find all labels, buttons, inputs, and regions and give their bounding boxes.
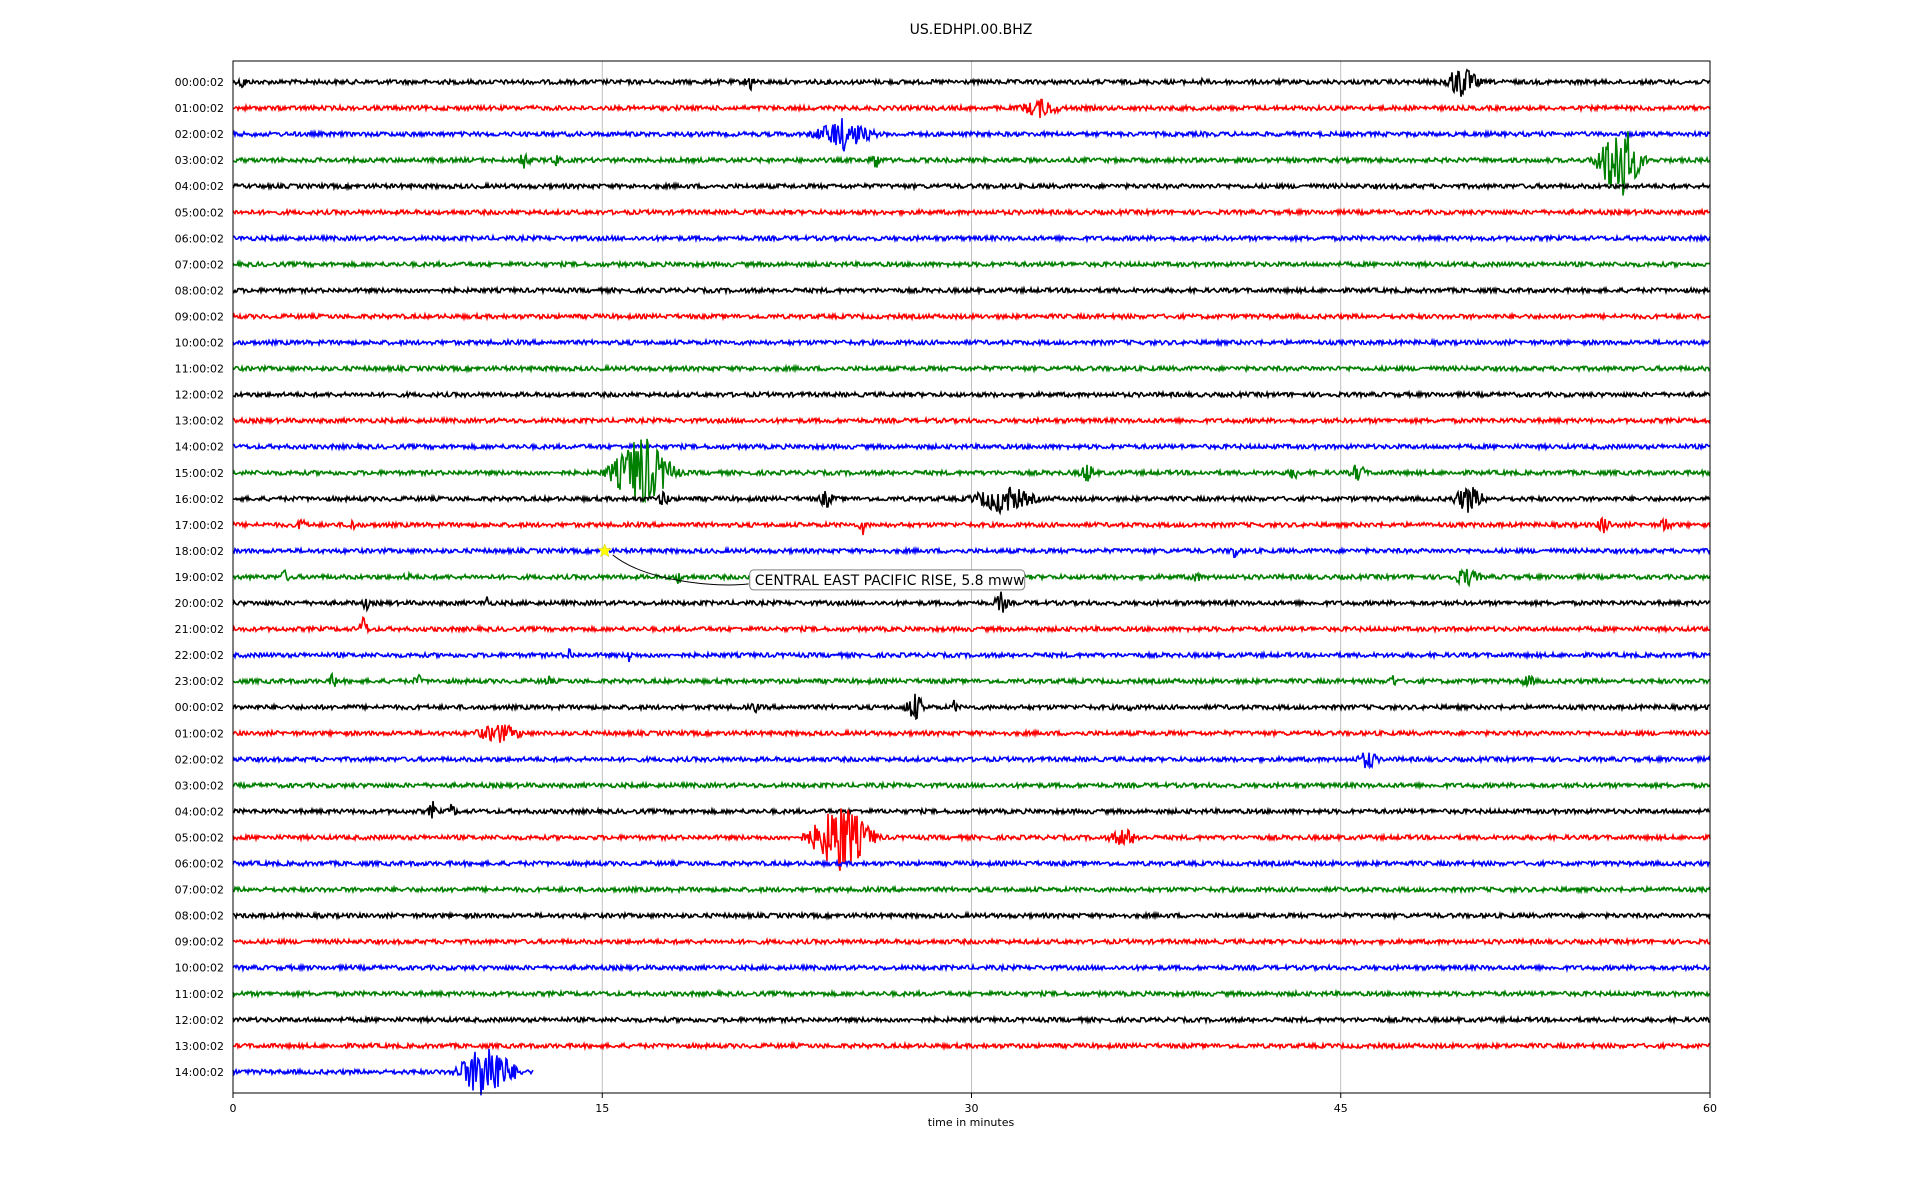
- row-time-label: 08:00:02: [175, 910, 224, 923]
- row-time-label: 16:00:02: [175, 493, 224, 506]
- row-time-label: 22:00:02: [175, 649, 224, 662]
- row-time-label: 09:00:02: [175, 310, 224, 323]
- row-time-label: 14:00:02: [175, 1066, 224, 1079]
- row-time-label: 05:00:02: [175, 206, 224, 219]
- row-time-label: 20:00:02: [175, 597, 224, 610]
- event-callout-line: [612, 554, 749, 586]
- row-time-label: 10:00:02: [175, 962, 224, 975]
- trace-row: [232, 780, 1711, 791]
- trace-row: [232, 207, 1711, 218]
- x-tick-label: 45: [1334, 1102, 1348, 1115]
- trace-row: [232, 1014, 1711, 1026]
- trace-row: [232, 1048, 534, 1096]
- trace-row: [232, 616, 1711, 635]
- trace-row: [232, 752, 1711, 770]
- trace-row: [232, 936, 1711, 947]
- event-label: CENTRAL EAST PACIFIC RISE, 5.8 mww: [755, 573, 1025, 589]
- trace-row: [232, 415, 1711, 426]
- trace-row: [232, 910, 1711, 921]
- row-time-label: 11:00:02: [175, 988, 224, 1001]
- x-axis-label: time in minutes: [928, 1116, 1015, 1129]
- row-time-label: 13:00:02: [175, 1040, 224, 1053]
- trace-row: [232, 808, 1711, 871]
- row-time-labels: 00:00:02 01:00:02 02:00:02 03:00:02 04:00:02…: [175, 76, 224, 1079]
- event-label-box: [749, 569, 1026, 591]
- trace-row: [232, 389, 1711, 400]
- trace-row: [232, 118, 1711, 152]
- trace-row: [232, 363, 1711, 374]
- row-time-label: 04:00:02: [175, 180, 224, 193]
- row-time-label: 00:00:02: [175, 701, 224, 714]
- trace-row: [232, 337, 1711, 348]
- trace-row: [233, 131, 1711, 196]
- row-time-label: 07:00:02: [175, 258, 224, 271]
- x-tick-label: 0: [230, 1102, 237, 1115]
- trace-row: [232, 884, 1711, 895]
- row-time-label: 03:00:02: [175, 779, 224, 792]
- trace-row: [232, 800, 1711, 819]
- row-time-label: 14:00:02: [175, 441, 224, 454]
- trace-row: [232, 311, 1711, 322]
- trace-row: [232, 516, 1711, 536]
- row-time-label: 13:00:02: [175, 415, 224, 428]
- row-time-label: 06:00:02: [175, 858, 224, 871]
- row-time-label: 21:00:02: [175, 623, 224, 636]
- x-tick-label: 15: [595, 1102, 609, 1115]
- trace-rows: [232, 68, 1711, 1096]
- row-time-label: 05:00:02: [175, 831, 224, 844]
- row-time-label: 02:00:02: [175, 753, 224, 766]
- trace-row: [232, 693, 1711, 721]
- trace-row: [232, 962, 1710, 974]
- row-time-label: 17:00:02: [175, 519, 224, 532]
- row-time-label: 12:00:02: [175, 1014, 224, 1027]
- row-time-label: 00:00:02: [175, 76, 224, 89]
- trace-row: [232, 68, 1711, 97]
- row-time-label: 12:00:02: [175, 389, 224, 402]
- row-time-label: 04:00:02: [175, 805, 224, 818]
- row-time-label: 01:00:02: [175, 102, 224, 115]
- trace-row: [232, 441, 1711, 452]
- trace-row: [232, 671, 1711, 689]
- row-time-label: 09:00:02: [175, 936, 224, 949]
- row-time-label: 06:00:02: [175, 232, 224, 245]
- trace-row: [232, 285, 1711, 296]
- x-axis: 0 15 30 45 60: [230, 1093, 1717, 1115]
- row-time-label: 01:00:02: [175, 727, 224, 740]
- row-time-label: 08:00:02: [175, 284, 224, 297]
- trace-row: [232, 545, 1711, 559]
- chart-title: US.EDHPI.00.BHZ: [910, 22, 1033, 38]
- trace-row: [232, 858, 1711, 869]
- row-time-label: 15:00:02: [175, 467, 224, 480]
- trace-row: [232, 591, 1711, 613]
- trace-row: [232, 259, 1711, 270]
- row-time-label: 23:00:02: [175, 675, 224, 688]
- x-tick-label: 30: [965, 1102, 979, 1115]
- trace-row: [232, 724, 1711, 743]
- trace-row: [232, 233, 1711, 244]
- row-time-label: 10:00:02: [175, 337, 224, 350]
- row-time-label: 11:00:02: [175, 363, 224, 376]
- trace-row: [232, 98, 1711, 118]
- trace-row: [232, 647, 1711, 663]
- x-tick-label: 60: [1703, 1102, 1717, 1115]
- trace-row: [232, 181, 1711, 192]
- event-annotations: CENTRAL EAST PACIFIC RISE, 5.8 mww: [597, 543, 1026, 591]
- trace-row: [232, 486, 1711, 516]
- event-star-marker: [597, 543, 613, 558]
- trace-row: [232, 1040, 1711, 1052]
- row-time-label: 19:00:02: [175, 571, 224, 584]
- row-time-label: 18:00:02: [175, 545, 224, 558]
- trace-row: [232, 438, 1711, 504]
- trace-row: [232, 988, 1711, 1000]
- row-time-label: 03:00:02: [175, 154, 224, 167]
- row-time-label: 02:00:02: [175, 128, 224, 141]
- row-time-label: 07:00:02: [175, 884, 224, 897]
